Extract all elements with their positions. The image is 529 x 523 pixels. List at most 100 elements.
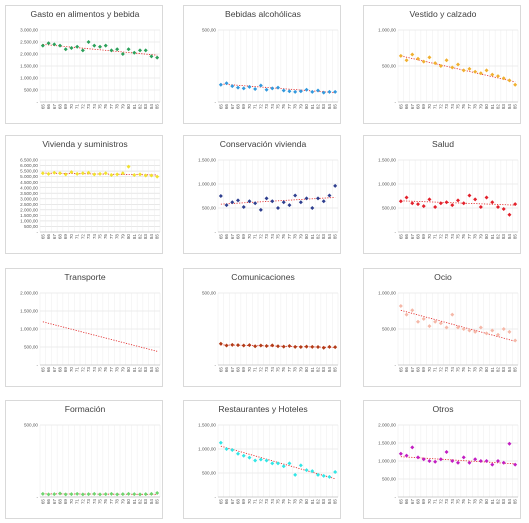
- data-point: [270, 199, 275, 204]
- x-tick-label: 75: [456, 499, 461, 505]
- x-tick-label: 75: [456, 367, 461, 373]
- data-point: [427, 324, 432, 329]
- y-tick-label: 1.000,00: [378, 291, 396, 296]
- data-point: [484, 459, 489, 463]
- data-point: [86, 492, 91, 497]
- data-point: [501, 206, 506, 211]
- x-tick-label: 66: [46, 104, 51, 110]
- data-point: [236, 451, 240, 456]
- x-tick-label: 66: [404, 104, 409, 110]
- data-point: [321, 473, 326, 478]
- x-tick-label: 82: [316, 234, 321, 240]
- x-tick-label: 74: [450, 499, 455, 505]
- data-point: [120, 52, 125, 56]
- x-tick-label: 84: [507, 499, 512, 505]
- data-point: [75, 44, 80, 49]
- y-tick-label: 1.000,00: [378, 459, 396, 464]
- y-tick-label: 4.000,00: [20, 185, 38, 190]
- data-point: [253, 344, 258, 349]
- x-tick-label: 82: [138, 499, 143, 505]
- y-tick-label: 500,00: [382, 206, 396, 211]
- x-tick-label: 69: [421, 104, 426, 110]
- x-tick-label: 73: [444, 499, 449, 505]
- y-tick-label: 1.500,00: [20, 213, 38, 218]
- data-point: [316, 196, 320, 201]
- x-tick-label: 75: [276, 234, 281, 240]
- data-point: [416, 319, 420, 324]
- y-tick-label: 1.000,00: [378, 182, 396, 187]
- x-tick-label: 65: [218, 104, 223, 110]
- data-point: [63, 172, 68, 177]
- x-tick-label: 67: [52, 499, 57, 505]
- y-tick-label: -: [36, 495, 38, 500]
- x-tick-label: 70: [427, 367, 432, 373]
- x-tick-label: 74: [270, 367, 275, 373]
- x-tick-label: 85: [513, 234, 518, 240]
- data-point: [143, 48, 148, 53]
- x-tick-label: 79: [120, 104, 125, 110]
- x-tick-label: 66: [46, 234, 51, 240]
- x-tick-label: 68: [58, 367, 63, 373]
- y-tick-label: 3.000,00: [20, 196, 38, 201]
- data-point: [293, 89, 298, 94]
- data-point: [478, 71, 483, 76]
- chart-title: Otros: [432, 404, 453, 414]
- data-point: [287, 461, 292, 466]
- data-point: [218, 341, 223, 346]
- data-point: [143, 492, 148, 497]
- data-point: [444, 58, 449, 63]
- x-tick-label: 78: [293, 234, 298, 240]
- x-tick-label: 82: [496, 499, 501, 505]
- data-point: [236, 198, 240, 203]
- y-tick-label: -: [214, 100, 216, 105]
- trend-line: [220, 445, 336, 480]
- data-point: [224, 203, 229, 208]
- x-tick-label: 71: [253, 104, 258, 110]
- x-tick-label: 83: [321, 234, 326, 240]
- y-tick-label: 2.000,00: [20, 52, 38, 57]
- data-point: [304, 196, 309, 201]
- x-tick-label: 72: [438, 499, 443, 505]
- data-point: [132, 492, 137, 497]
- y-tick-label: 1.000,00: [20, 76, 38, 81]
- data-point: [52, 42, 57, 47]
- x-tick-label: 67: [410, 499, 415, 505]
- data-point: [490, 72, 495, 77]
- data-point: [103, 492, 108, 497]
- x-tick-label: 74: [270, 499, 275, 505]
- chart-title: Conservación vivienda: [220, 139, 307, 149]
- data-point: [287, 343, 292, 348]
- data-point: [473, 69, 478, 74]
- x-tick-label: 70: [427, 104, 432, 110]
- x-tick-label: 77: [287, 367, 292, 373]
- x-tick-label: 75: [276, 367, 281, 373]
- y-tick-label: 500,00: [24, 423, 38, 428]
- data-point: [241, 86, 246, 91]
- data-point: [404, 312, 409, 317]
- data-point: [467, 460, 472, 465]
- x-tick-label: 74: [92, 499, 97, 505]
- x-tick-label: 77: [109, 234, 114, 240]
- data-point: [450, 312, 455, 317]
- y-tick-label: -: [214, 363, 216, 368]
- data-point: [270, 461, 275, 466]
- data-point: [438, 201, 443, 206]
- x-tick-label: 77: [287, 234, 292, 240]
- y-tick-label: 4.500,00: [20, 180, 38, 185]
- chart-svg-vivienda: Vivienda y suministros6.500,006.000,005.…: [20, 139, 161, 240]
- y-tick-label: 500,00: [382, 327, 396, 332]
- x-tick-label: 65: [398, 499, 403, 505]
- x-tick-label: 78: [473, 367, 478, 373]
- x-tick-label: 82: [496, 234, 501, 240]
- x-tick-label: 77: [109, 499, 114, 505]
- data-point: [98, 492, 102, 497]
- data-point: [80, 492, 85, 497]
- x-tick-label: 81: [132, 367, 137, 373]
- x-tick-label: 84: [507, 104, 512, 110]
- x-tick-label: 84: [327, 234, 332, 240]
- data-point: [416, 56, 420, 61]
- data-point: [109, 172, 114, 177]
- x-tick-label: 77: [467, 367, 472, 373]
- x-tick-label: 85: [155, 234, 160, 240]
